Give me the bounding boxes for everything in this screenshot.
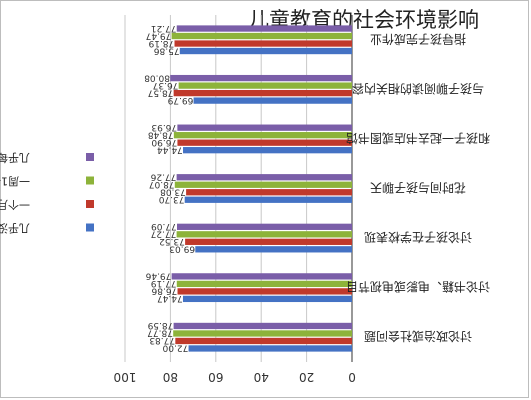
value-label-6-3: 77.21: [151, 23, 177, 33]
legend-label-0: 几乎每天: [0, 151, 30, 165]
value-label-2-3: 77.09: [151, 221, 177, 231]
x-tick-label-3: 60: [208, 370, 223, 384]
bar-1-1: [177, 288, 352, 295]
bar-4-2: [173, 132, 352, 139]
value-label-5-1: 78.57: [148, 87, 174, 97]
bar-2-3: [177, 223, 352, 230]
value-label-0-2: 78.77: [147, 328, 173, 338]
category-label-5: 与孩子聊阅读的相关内容: [352, 81, 484, 96]
x-tick-label-4: 80: [163, 370, 178, 384]
value-label-2-1: 73.52: [159, 236, 185, 246]
bar-3-2: [174, 181, 352, 188]
bar-0-2: [173, 330, 352, 337]
value-label-3-1: 73.08: [160, 187, 186, 197]
bar-3-0: [184, 196, 352, 203]
value-label-1-0: 74.47: [157, 293, 183, 303]
bar-2-2: [176, 231, 352, 238]
bar-3-3: [176, 174, 352, 181]
bar-6-0: [179, 47, 352, 55]
value-label-5-0: 69.79: [167, 95, 193, 105]
value-label-1-2: 77.19: [151, 278, 177, 288]
value-label-3-0: 73.70: [158, 194, 184, 204]
value-label-3-3: 77.26: [150, 172, 176, 182]
value-label-5-3: 80.08: [144, 72, 170, 82]
legend-swatch-0: [86, 153, 94, 161]
category-label-3: 花时间与孩子聊天: [370, 181, 466, 196]
value-label-4-3: 76.93: [151, 122, 177, 132]
legend-swatch-3: [86, 223, 94, 232]
legend-label-1: 一周1-2次: [0, 175, 30, 189]
bar-5-3: [170, 74, 352, 82]
bar-6-2: [171, 32, 352, 40]
x-tick-label-0: 0: [348, 370, 356, 384]
x-tick-label-2: 40: [254, 370, 269, 384]
category-label-1: 讨论书籍、电影或电视节目: [346, 280, 490, 295]
x-tick-label-1: 20: [299, 370, 314, 384]
x-tick-label-5: 100: [114, 370, 137, 384]
bar-0-1: [175, 337, 352, 345]
category-label-6: 指导孩子完成作业: [370, 32, 466, 47]
value-label-5-2: 76.37: [153, 80, 179, 90]
bar-1-2: [176, 280, 352, 288]
value-label-4-1: 76.90: [151, 137, 177, 147]
bar-2-0: [195, 246, 352, 253]
value-label-2-2: 77.27: [151, 229, 177, 239]
bar-5-2: [178, 82, 352, 89]
bar-6-3: [176, 25, 352, 32]
category-label-4: 和孩子一起去书店或图书馆: [346, 131, 490, 146]
value-label-1-1: 76.86: [151, 286, 177, 296]
legend-label-3: 几乎没有: [0, 222, 30, 236]
value-label-6-2: 79.47: [146, 30, 172, 40]
value-label-0-0: 72.00: [162, 343, 188, 353]
value-label-1-3: 79.46: [145, 271, 171, 281]
bar-2-1: [185, 238, 352, 245]
value-label-4-0: 74.44: [157, 144, 183, 154]
bar-4-1: [177, 139, 352, 146]
value-label-2-0: 69.03: [169, 244, 195, 254]
bar-5-1: [173, 89, 352, 97]
category-label-2: 讨论孩子在学校表现: [364, 230, 472, 245]
value-label-6-1: 78.19: [148, 38, 174, 48]
bar-4-0: [183, 147, 352, 154]
value-label-0-3: 78.59: [147, 320, 173, 330]
bar-6-1: [174, 40, 352, 47]
legend-swatch-2: [86, 200, 94, 208]
bar-1-0: [182, 295, 352, 303]
bar-5-0: [193, 97, 352, 104]
value-label-6-0: 75.86: [154, 45, 180, 55]
bar-0-0: [188, 345, 352, 352]
bar-4-3: [177, 124, 352, 131]
category-label-0: 讨论政治或社会问题: [364, 329, 472, 344]
bar-1-3: [171, 273, 352, 280]
value-label-4-2: 78.48: [148, 129, 174, 139]
bar-0-3: [173, 322, 352, 330]
bar-3-1: [186, 189, 352, 196]
legend-label-2: 一个月1-2次: [0, 198, 30, 212]
legend-swatch-1: [86, 176, 94, 185]
value-label-0-1: 77.83: [149, 335, 175, 345]
value-label-3-2: 78.07: [149, 179, 175, 189]
